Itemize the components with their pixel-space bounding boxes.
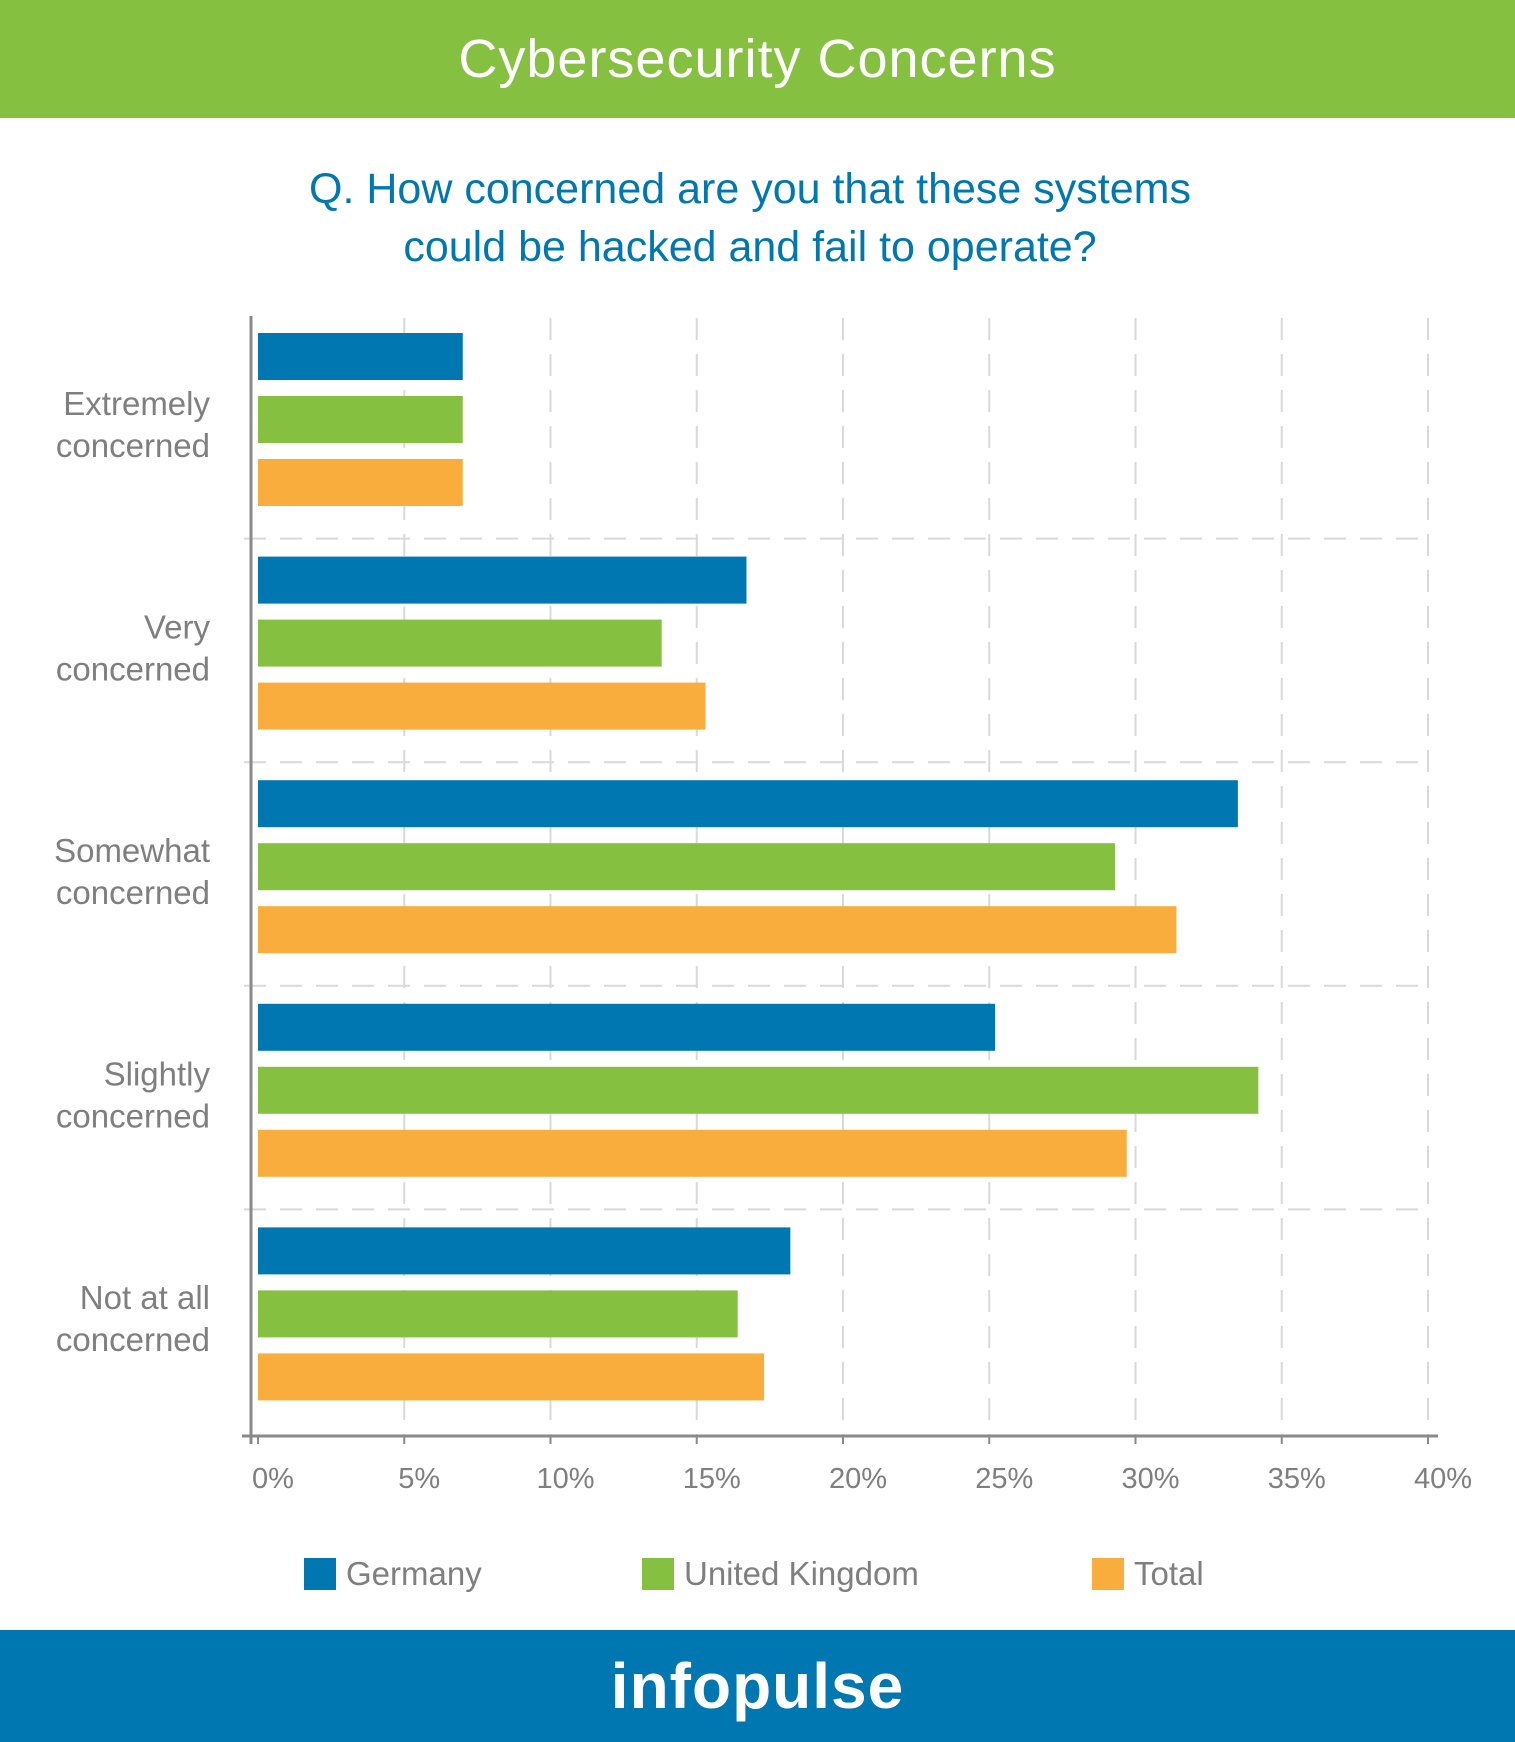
category-label-line: concerned — [56, 650, 210, 687]
category-label-line: Very — [144, 608, 211, 645]
x-tick-label: 25% — [975, 1463, 1033, 1495]
footer-banner: infopulse — [0, 1630, 1515, 1742]
category-label-line: concerned — [56, 874, 210, 911]
x-tick-label: 40% — [1414, 1463, 1472, 1495]
x-tick-label: 20% — [829, 1463, 887, 1495]
legend-item-uk: United Kingdom — [642, 1555, 919, 1593]
legend-item-total: Total — [1092, 1555, 1204, 1593]
category-label-line: Somewhat — [54, 832, 210, 869]
bar-germany-0 — [258, 333, 463, 380]
bar-total-0 — [258, 459, 463, 506]
category-label: Somewhat concerned — [54, 832, 210, 911]
bar-total-2 — [258, 906, 1177, 954]
legend-label-germany: Germany — [346, 1555, 482, 1592]
legend-label-uk: United Kingdom — [684, 1555, 919, 1592]
category-label-line: Extremely — [63, 385, 210, 422]
header-banner: Cybersecurity Concerns — [0, 0, 1515, 118]
bar-total-3 — [258, 1129, 1127, 1177]
bar-united-kingdom-2 — [258, 843, 1116, 891]
legend-label-total: Total — [1134, 1555, 1204, 1592]
bar-germany-2 — [258, 780, 1238, 828]
category-label: Very concerned — [56, 608, 211, 687]
category-label-line: concerned — [56, 1321, 210, 1358]
bar-united-kingdom-4 — [258, 1290, 738, 1338]
x-tick-label: 0% — [252, 1463, 294, 1495]
x-tick-label: 5% — [398, 1463, 440, 1495]
category-label-line: Slightly — [104, 1056, 211, 1093]
bar-germany-3 — [258, 1003, 996, 1051]
question-line-2: could be hacked and fail to operate? — [403, 223, 1097, 271]
legend-swatch-total — [1092, 1558, 1124, 1590]
chart-question: Q. How concerned are you that these syst… — [180, 160, 1320, 276]
x-tick-label: 35% — [1268, 1463, 1326, 1495]
question-line-1: Q. How concerned are you that these syst… — [309, 165, 1191, 213]
category-label: Slightly concerned — [56, 1056, 211, 1135]
category-label: Extremely concerned — [56, 385, 211, 464]
page-title: Cybersecurity Concerns — [458, 29, 1057, 89]
bar-total-4 — [258, 1353, 765, 1401]
category-label: Not at all concerned — [56, 1279, 210, 1358]
bar-united-kingdom-0 — [258, 396, 463, 443]
x-tick-label: 30% — [1121, 1463, 1179, 1495]
infopulse-logo: infopulse — [610, 1650, 905, 1722]
legend-swatch-germany — [304, 1558, 336, 1590]
bar-united-kingdom-3 — [258, 1066, 1259, 1114]
category-label-line: concerned — [56, 427, 210, 464]
bar-total-1 — [258, 682, 706, 730]
legend-swatch-uk — [642, 1558, 674, 1590]
bar-chart: Extremely concerned Very concerned Somewhat c… — [54, 316, 1472, 1495]
bar-united-kingdom-1 — [258, 619, 662, 667]
category-label-line: concerned — [56, 1098, 210, 1135]
x-tick-label: 10% — [536, 1463, 594, 1495]
legend-item-germany: Germany — [304, 1555, 482, 1593]
bar-germany-4 — [258, 1227, 791, 1275]
x-tick-label: 15% — [683, 1463, 741, 1495]
category-label-line: Not at all — [80, 1279, 210, 1316]
bar-germany-1 — [258, 556, 747, 604]
chart-legend: Germany United Kingdom Total — [0, 1555, 1515, 1599]
